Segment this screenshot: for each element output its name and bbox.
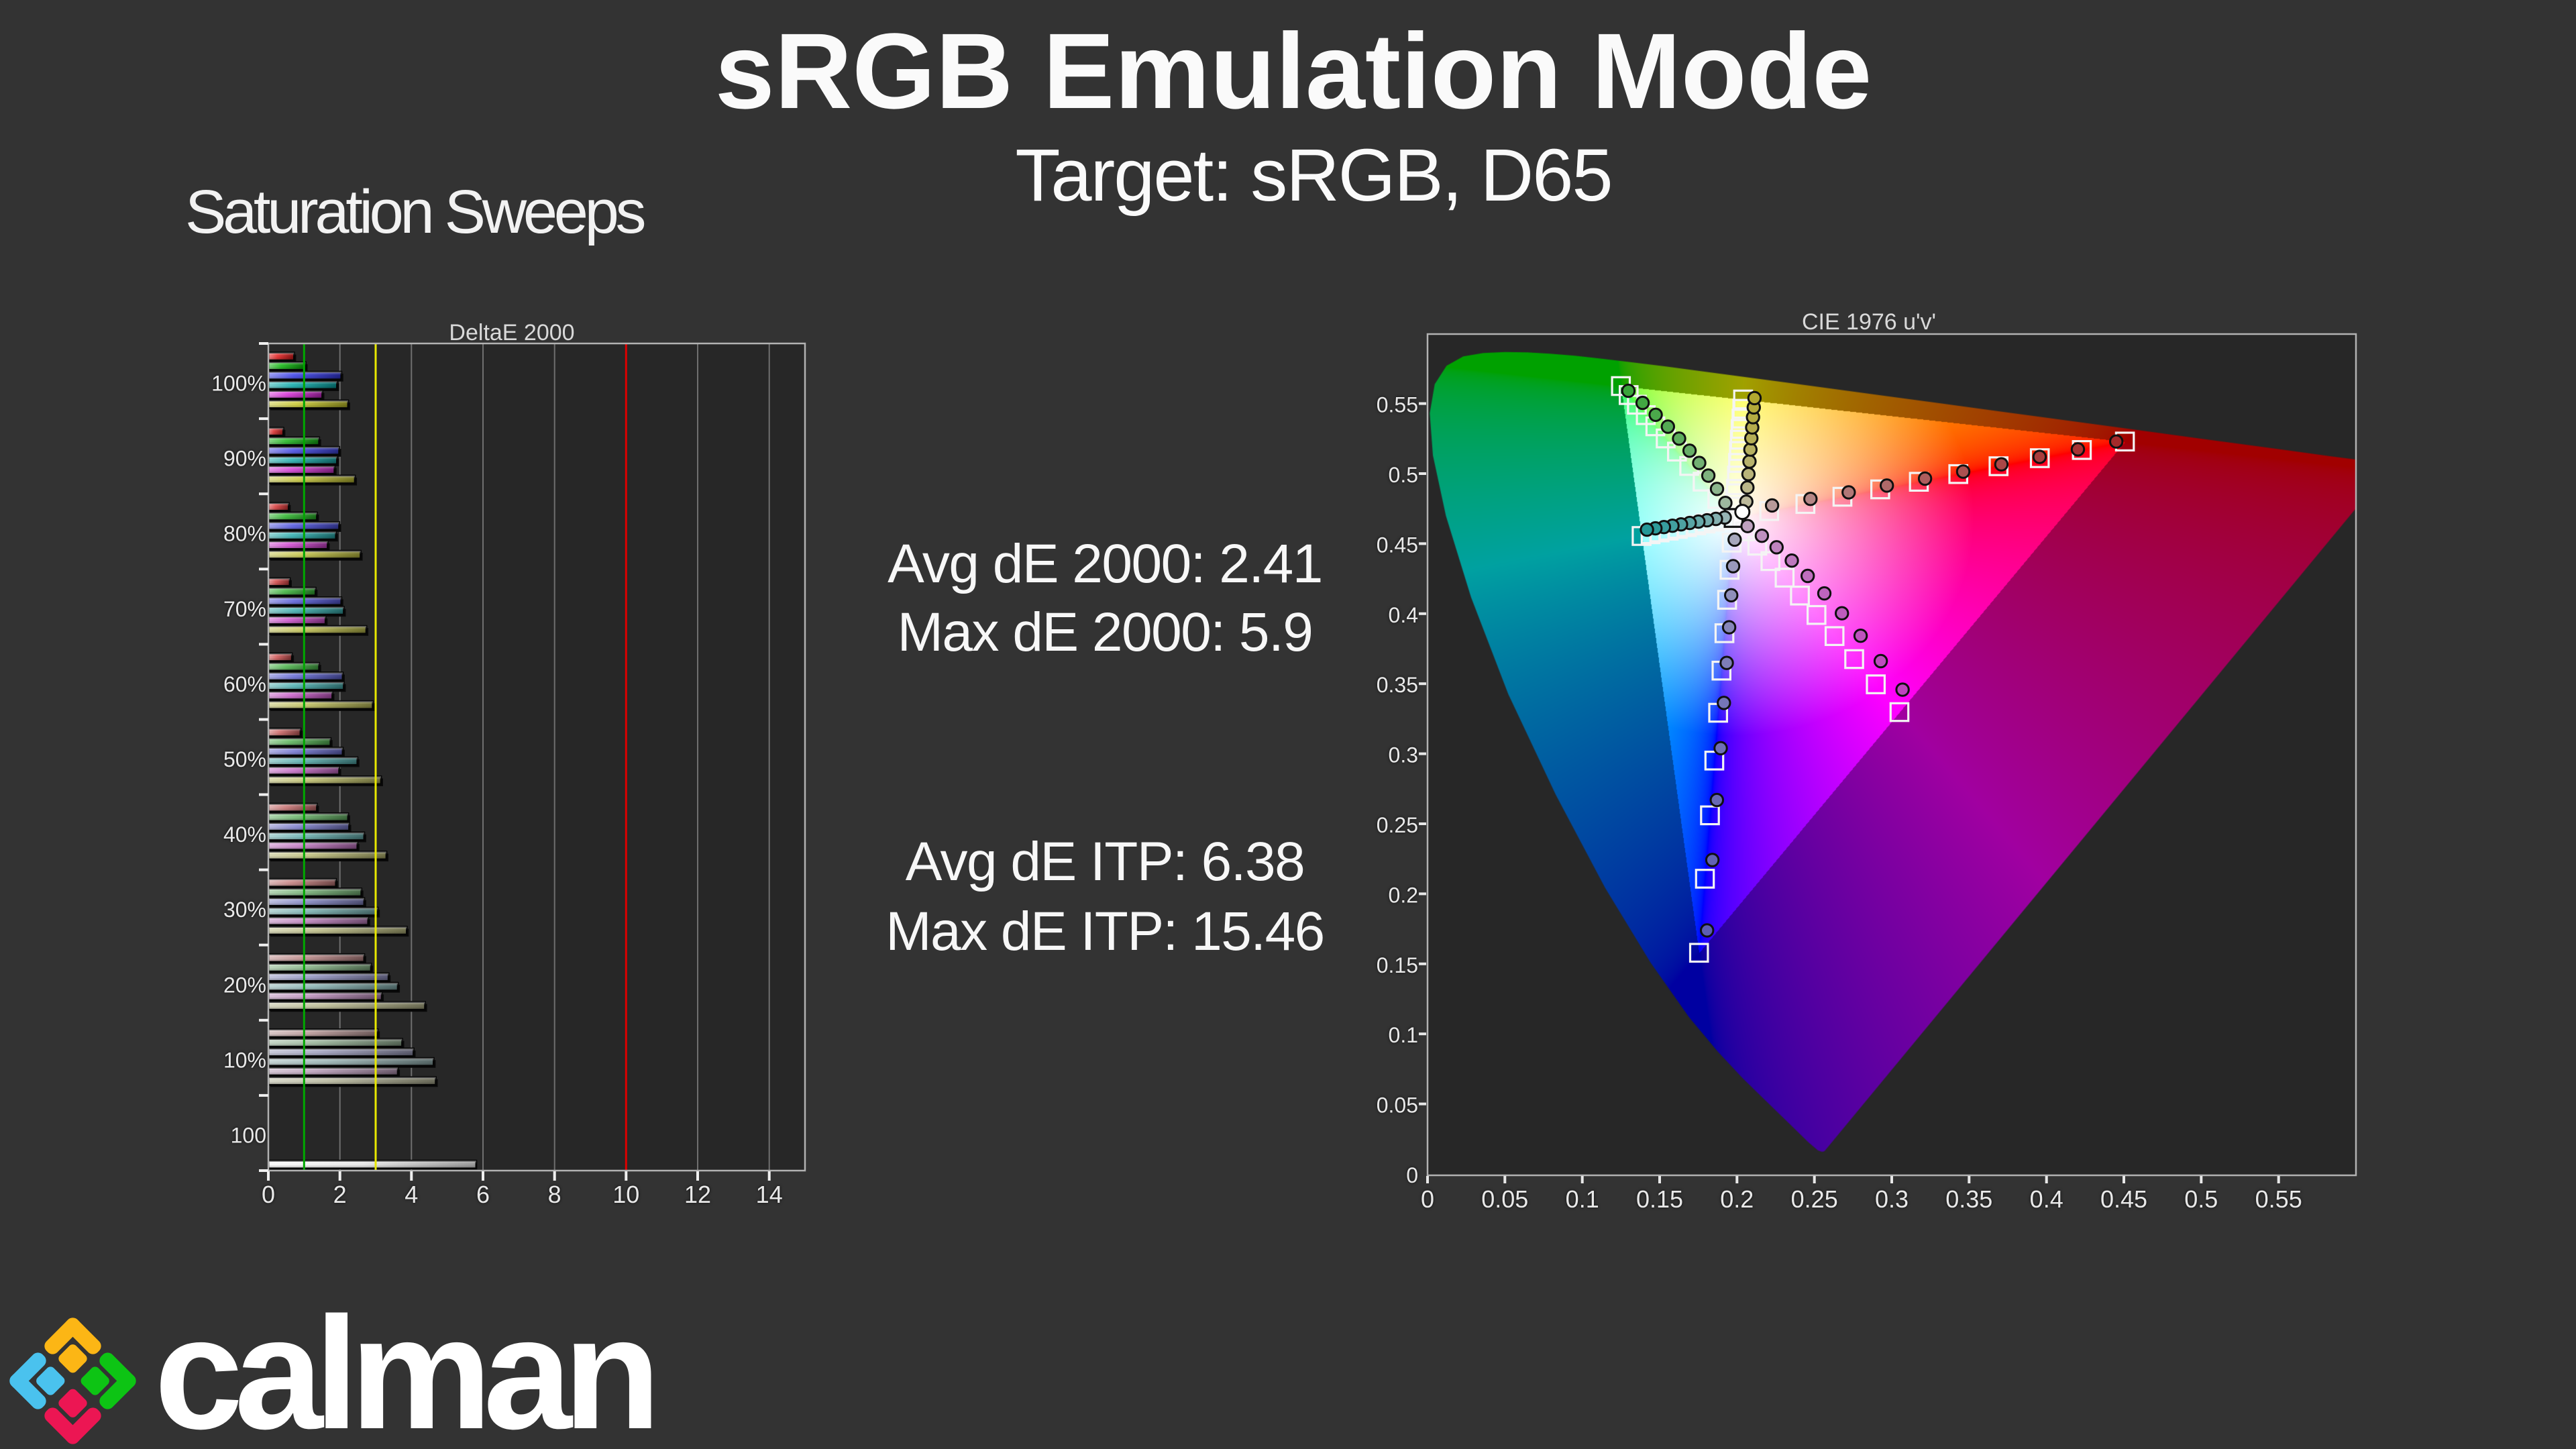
svg-text:0.45: 0.45	[2100, 1185, 2147, 1213]
svg-text:0.3: 0.3	[1875, 1185, 1909, 1213]
svg-text:0.15: 0.15	[1377, 953, 1418, 977]
svg-text:0.3: 0.3	[1389, 743, 1418, 767]
svg-text:0.55: 0.55	[1377, 393, 1418, 417]
svg-text:Target: sRGB, D65: Target: sRGB, D65	[1015, 134, 1611, 217]
svg-text:10: 10	[612, 1181, 639, 1208]
svg-text:80%: 80%	[223, 522, 266, 546]
svg-text:0.4: 0.4	[2030, 1185, 2063, 1213]
svg-text:0: 0	[262, 1181, 275, 1208]
svg-text:sRGB Emulation Mode: sRGB Emulation Mode	[715, 11, 1872, 131]
svg-text:0: 0	[1406, 1163, 1418, 1187]
svg-text:0: 0	[1421, 1185, 1434, 1213]
svg-text:0.05: 0.05	[1377, 1093, 1418, 1118]
svg-text:100: 100	[231, 1124, 266, 1148]
svg-text:100%: 100%	[211, 372, 266, 396]
svg-text:2: 2	[333, 1181, 347, 1208]
svg-text:0.2: 0.2	[1720, 1185, 1754, 1213]
svg-text:0.35: 0.35	[1945, 1185, 1992, 1213]
svg-text:Saturation Sweeps: Saturation Sweeps	[185, 178, 644, 246]
svg-text:50%: 50%	[223, 747, 266, 771]
svg-text:8: 8	[548, 1181, 561, 1208]
svg-text:Avg dE 2000: 2.41: Avg dE 2000: 2.41	[888, 533, 1322, 594]
svg-text:40%: 40%	[223, 822, 266, 847]
svg-text:20%: 20%	[223, 973, 266, 997]
svg-text:6: 6	[476, 1181, 490, 1208]
svg-text:0.05: 0.05	[1481, 1185, 1528, 1213]
svg-text:DeltaE 2000: DeltaE 2000	[449, 320, 574, 345]
svg-text:70%: 70%	[223, 597, 266, 621]
svg-text:0.1: 0.1	[1566, 1185, 1599, 1213]
svg-text:0.4: 0.4	[1389, 603, 1418, 627]
svg-text:0.25: 0.25	[1377, 813, 1418, 837]
svg-text:Avg dE ITP: 6.38: Avg dE ITP: 6.38	[906, 831, 1304, 892]
svg-text:CIE 1976 u'v': CIE 1976 u'v'	[1802, 309, 1936, 335]
svg-text:Max dE ITP: 15.46: Max dE ITP: 15.46	[885, 901, 1324, 962]
svg-text:4: 4	[405, 1181, 418, 1208]
svg-text:0.15: 0.15	[1636, 1185, 1683, 1213]
svg-text:Max dE 2000: 5.9: Max dE 2000: 5.9	[898, 602, 1313, 663]
svg-text:0.25: 0.25	[1791, 1185, 1838, 1213]
svg-text:0.45: 0.45	[1377, 533, 1418, 557]
svg-text:0.5: 0.5	[2184, 1185, 2218, 1213]
svg-text:90%: 90%	[223, 447, 266, 471]
svg-text:0.35: 0.35	[1377, 673, 1418, 697]
svg-text:0.1: 0.1	[1389, 1023, 1418, 1047]
svg-text:0.55: 0.55	[2255, 1185, 2302, 1213]
svg-text:0.5: 0.5	[1389, 463, 1418, 487]
svg-text:12: 12	[684, 1181, 711, 1208]
svg-text:30%: 30%	[223, 898, 266, 922]
svg-text:10%: 10%	[223, 1048, 266, 1072]
svg-text:14: 14	[756, 1181, 783, 1208]
svg-text:calman: calman	[154, 1285, 652, 1449]
svg-text:60%: 60%	[223, 672, 266, 696]
svg-text:0.2: 0.2	[1389, 883, 1418, 907]
